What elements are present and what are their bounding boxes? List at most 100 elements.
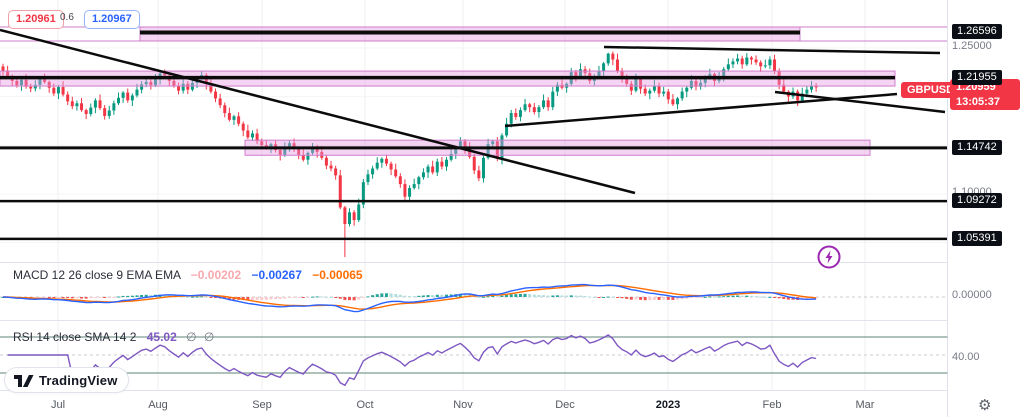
candle-body: [463, 141, 467, 149]
candle-body: [694, 80, 698, 87]
candle-body: [398, 176, 402, 185]
macd-histogram-bar: [458, 293, 462, 297]
macd-histogram-bar: [195, 296, 199, 298]
macd-histogram-bar: [287, 297, 291, 298]
candle-body: [435, 161, 439, 173]
candle-body: [380, 158, 384, 163]
candle-body: [93, 100, 97, 108]
macd-signal-value: −0.00065: [312, 268, 363, 282]
candle-body: [144, 81, 148, 85]
candle-body: [458, 141, 462, 148]
macd-histogram-bar: [768, 296, 772, 298]
candle-body: [574, 72, 578, 77]
macd-histogram-bar: [500, 295, 504, 297]
candle-body: [43, 79, 47, 82]
macd-histogram-bar: [786, 297, 790, 300]
candle-body: [237, 116, 241, 124]
buy-price-button[interactable]: 1.20967: [84, 10, 140, 29]
price-axis-label: 1.25000: [952, 40, 992, 52]
macd-histogram-bar: [481, 296, 485, 298]
macd-histogram-bar: [712, 296, 716, 298]
macd-legend[interactable]: MACD 12 26 close 9 EMA EMA −0.00202 −0.0…: [13, 268, 363, 282]
candle-body: [722, 69, 726, 77]
candle-body: [606, 53, 610, 64]
candle-body: [246, 130, 250, 138]
candle-body: [260, 141, 264, 146]
candle-body: [311, 147, 315, 153]
candle-body: [403, 184, 407, 197]
macd-histogram-bar: [348, 297, 351, 301]
candle-body: [648, 90, 652, 94]
macd-histogram-bar: [89, 297, 93, 299]
macd-histogram-bar: [417, 295, 421, 297]
candle-body: [301, 154, 305, 160]
time-axis-label: Dec: [555, 399, 575, 411]
candle-body: [472, 156, 476, 171]
candle-body: [689, 80, 693, 88]
macd-histogram-bar: [43, 297, 47, 298]
macd-histogram-bar: [546, 295, 550, 297]
macd-histogram-bar: [477, 296, 481, 298]
candle-body: [736, 58, 740, 62]
macd-histogram-bar: [93, 297, 97, 298]
macd-histogram-bar: [140, 294, 144, 297]
candle-body: [495, 141, 499, 159]
macd-histogram-bar: [602, 296, 606, 298]
gear-icon[interactable]: ⚙: [978, 397, 992, 414]
candle-body: [551, 91, 555, 108]
macd-histogram-bar: [306, 297, 310, 298]
candle-body: [329, 165, 333, 169]
macd-histogram-bar: [394, 294, 398, 297]
macd-histogram-bar: [301, 297, 305, 298]
candle-body: [597, 71, 601, 78]
macd-histogram-bar: [103, 297, 107, 298]
candle-body: [763, 65, 767, 67]
tradingview-logo[interactable]: TradingView: [4, 367, 129, 393]
candle-body: [75, 103, 79, 107]
candle-body: [135, 89, 139, 96]
time-axis-label: Feb: [762, 399, 782, 411]
flash-event-icon[interactable]: [816, 244, 842, 270]
macd-histogram-bar: [66, 297, 70, 299]
candle-body: [745, 57, 749, 65]
candle-body: [491, 141, 495, 145]
candle-body: [112, 103, 116, 111]
macd-histogram-bar: [777, 297, 781, 299]
candle-body: [662, 91, 666, 94]
macd-histogram-bar: [70, 297, 74, 299]
macd-histogram-bar: [680, 297, 684, 300]
candle-body: [481, 157, 485, 179]
candle-body: [214, 91, 218, 99]
candle-body: [528, 104, 532, 108]
candle-body: [680, 91, 684, 99]
candle-body: [417, 177, 421, 185]
time-axis-label: Jul: [50, 399, 66, 411]
macd-histogram-bar: [292, 297, 296, 298]
macd-histogram-bar: [361, 297, 365, 298]
candle-body: [177, 85, 181, 91]
candle-body: [33, 84, 37, 89]
macd-histogram-bar: [615, 297, 619, 298]
candle-body: [666, 91, 670, 100]
macd-histogram-bar: [542, 295, 546, 297]
candle-body: [306, 152, 310, 160]
candle-body: [297, 149, 301, 155]
candle-body: [287, 143, 291, 149]
candle-body: [634, 78, 638, 91]
sell-price-button[interactable]: 1.20961: [8, 10, 64, 29]
price-axis-label: 1.21955: [952, 69, 1002, 85]
candle-body: [292, 143, 296, 150]
candle-body: [84, 110, 88, 114]
price-axis-label: 1.05391: [952, 230, 1002, 246]
candle-body: [172, 80, 176, 86]
candle-body: [412, 184, 416, 188]
rsi-legend[interactable]: RSI 14 close SMA 14 2 45.02 ∅ ∅: [13, 330, 214, 344]
macd-histogram-bar: [214, 297, 218, 298]
macd-histogram-bar: [597, 297, 601, 298]
macd-histogram-bar: [463, 294, 467, 297]
candle-body: [426, 166, 430, 173]
candle-body: [283, 148, 287, 155]
candle-body: [130, 95, 134, 101]
candle-body: [66, 94, 70, 102]
